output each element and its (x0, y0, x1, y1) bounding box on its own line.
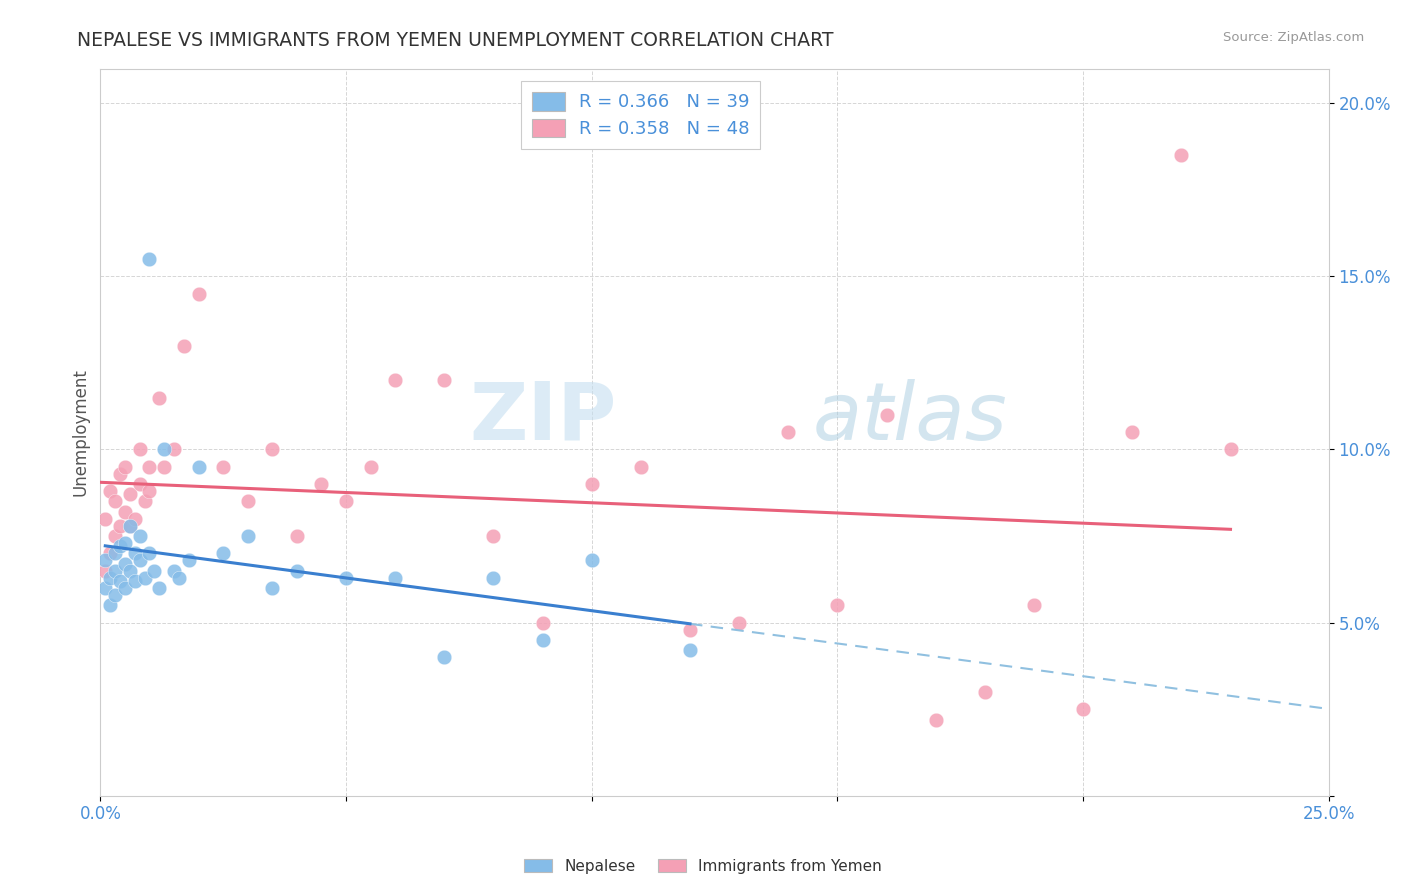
Point (148, 391, 170, 405)
Point (108, 574, 131, 588)
Point (98, 546, 121, 560)
Point (173, 338, 195, 352)
Point (1219, 442, 1241, 457)
Point (384, 373, 406, 387)
Point (138, 252, 160, 266)
Point (114, 505, 136, 519)
Point (482, 529, 505, 543)
Point (236, 494, 259, 508)
Point (138, 546, 160, 560)
Point (138, 459, 160, 474)
Point (104, 564, 127, 578)
Point (973, 685, 995, 699)
Point (924, 713, 946, 727)
Point (384, 571, 406, 585)
Point (114, 557, 136, 571)
Point (827, 599, 849, 613)
Point (108, 518, 131, 533)
Point (153, 442, 176, 457)
Point (134, 494, 156, 508)
Point (118, 487, 141, 501)
Point (163, 564, 186, 578)
Point (134, 571, 156, 585)
Point (1170, 148, 1192, 162)
Point (212, 546, 235, 560)
Point (104, 588, 127, 602)
Point (262, 581, 284, 595)
Point (114, 459, 136, 474)
Text: atlas: atlas (813, 378, 1008, 457)
Point (167, 571, 190, 585)
Point (163, 442, 186, 457)
Point (128, 477, 150, 491)
Point (143, 564, 166, 578)
Point (728, 615, 751, 630)
Point (335, 571, 357, 585)
Point (153, 459, 176, 474)
Point (98, 483, 121, 498)
Point (262, 442, 284, 457)
Point (118, 564, 141, 578)
Point (285, 529, 308, 543)
Point (124, 546, 146, 560)
Point (128, 442, 150, 457)
Point (311, 477, 333, 491)
Point (118, 518, 141, 533)
Point (482, 571, 505, 585)
Point (679, 643, 702, 657)
Point (360, 459, 382, 474)
Point (148, 581, 170, 595)
Text: ZIP: ZIP (470, 378, 616, 457)
Point (1071, 702, 1094, 716)
Point (433, 373, 456, 387)
Y-axis label: Unemployment: Unemployment (72, 368, 89, 496)
Point (212, 459, 235, 474)
Point (124, 574, 146, 588)
Point (1121, 425, 1143, 439)
Point (98, 599, 121, 613)
Point (94, 581, 117, 595)
Point (104, 529, 127, 543)
Point (187, 459, 209, 474)
Point (104, 494, 127, 508)
Point (236, 529, 259, 543)
Point (177, 553, 200, 567)
Text: Source: ZipAtlas.com: Source: ZipAtlas.com (1223, 31, 1364, 45)
Point (433, 650, 456, 665)
Point (124, 512, 146, 526)
Point (114, 581, 136, 595)
Point (581, 553, 603, 567)
Point (630, 459, 652, 474)
Point (531, 632, 554, 647)
Point (531, 615, 554, 630)
Point (118, 518, 141, 533)
Legend: R = 0.366   N = 39, R = 0.358   N = 48: R = 0.366 N = 39, R = 0.358 N = 48 (522, 81, 761, 149)
Point (108, 540, 131, 554)
Point (778, 425, 800, 439)
Legend: Nepalese, Immigrants from Yemen: Nepalese, Immigrants from Yemen (519, 853, 887, 880)
Point (187, 286, 209, 301)
Point (679, 623, 702, 637)
Point (1022, 599, 1045, 613)
Point (94, 512, 117, 526)
Point (114, 536, 136, 550)
Point (128, 529, 150, 543)
Point (335, 494, 357, 508)
Text: NEPALESE VS IMMIGRANTS FROM YEMEN UNEMPLOYMENT CORRELATION CHART: NEPALESE VS IMMIGRANTS FROM YEMEN UNEMPL… (77, 31, 834, 50)
Point (94, 553, 117, 567)
Point (94, 564, 117, 578)
Point (98, 571, 121, 585)
Point (128, 553, 150, 567)
Point (581, 477, 603, 491)
Point (285, 564, 308, 578)
Point (108, 467, 131, 481)
Point (138, 483, 160, 498)
Point (876, 408, 898, 422)
Point (104, 546, 127, 560)
